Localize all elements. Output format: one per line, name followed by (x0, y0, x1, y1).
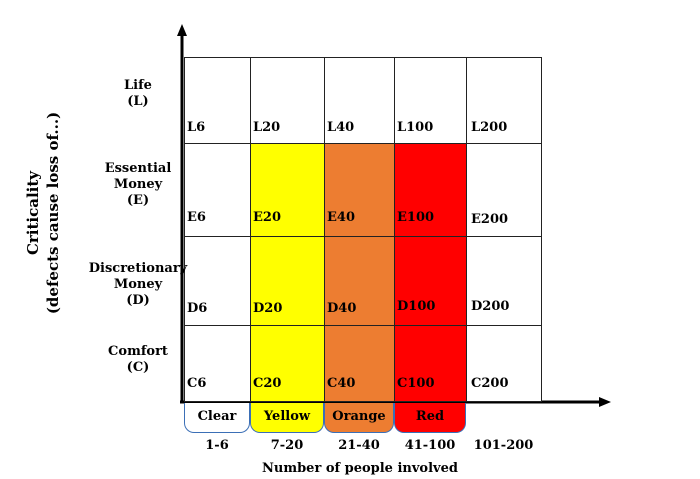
tab-clear: Clear (184, 403, 250, 433)
cell-d6 (184, 236, 251, 326)
cell-label-l200: L200 (471, 120, 508, 135)
range-label: 41-100 (404, 438, 456, 453)
row-label-line: Life (124, 78, 152, 93)
tab-yellow: Yellow (250, 403, 324, 433)
tab-red: Red (394, 403, 466, 433)
cell-d100 (394, 236, 467, 326)
cell-l200 (466, 57, 542, 144)
row-label-essential: Essential Money (E) (68, 161, 208, 209)
cell-label-d200: D200 (471, 299, 510, 314)
row-label-line: (L) (127, 94, 149, 109)
cell-c6 (184, 325, 251, 402)
cell-label-c20: C20 (253, 376, 282, 391)
row-label-line: Comfort (108, 344, 168, 359)
cell-label-e6: E6 (187, 210, 206, 225)
y-axis-title-line2: (defects cause loss of...) (44, 111, 62, 315)
cell-label-c200: C200 (471, 376, 509, 391)
cell-label-d20: D20 (253, 301, 283, 316)
row-label-line: (D) (126, 293, 150, 308)
y-axis-arrowhead (177, 24, 187, 36)
x-axis-arrowhead (599, 397, 611, 407)
x-axis-title: Number of people involved (262, 461, 458, 476)
row-label-line: Money (113, 177, 163, 192)
row-label-line: (C) (126, 360, 150, 375)
range-label: 7-20 (270, 438, 304, 453)
row-label-line: Money (113, 277, 163, 292)
cell-label-d40: D40 (327, 301, 357, 316)
tab-orange: Orange (324, 403, 394, 433)
row-label-line: Discretionary (88, 261, 188, 276)
cell-label-e20: E20 (253, 210, 281, 225)
cell-d40 (324, 236, 395, 326)
cell-l100 (394, 57, 467, 144)
cell-label-c6: C6 (187, 376, 207, 391)
cell-e20 (250, 143, 325, 237)
cell-label-e40: E40 (327, 210, 355, 225)
row-label-line: (E) (126, 193, 150, 208)
cell-e200 (466, 143, 542, 237)
cell-label-l20: L20 (253, 120, 281, 135)
cell-c100 (394, 325, 467, 402)
row-label-comfort: Comfort (C) (68, 344, 208, 376)
cell-c200 (466, 325, 542, 402)
range-label: 1-6 (205, 438, 229, 453)
cell-label-e100: E100 (397, 210, 435, 225)
row-label-discretionary: Discretionary Money (D) (68, 261, 208, 309)
cell-label-c100: C100 (397, 376, 435, 391)
cell-e100 (394, 143, 467, 237)
cell-label-e200: E200 (471, 212, 509, 227)
cell-label-c40: C40 (327, 376, 356, 391)
cell-c20 (250, 325, 325, 402)
cell-label-l100: L100 (397, 120, 434, 135)
cell-d20 (250, 236, 325, 326)
cell-l6 (184, 57, 251, 144)
range-label: 21-40 (338, 438, 380, 453)
cell-label-d6: D6 (187, 301, 208, 316)
row-label-line: Essential (104, 161, 172, 176)
cell-label-l40: L40 (327, 120, 355, 135)
cell-label-d100: D100 (397, 299, 436, 314)
y-axis-title-line1: Criticality (24, 170, 42, 256)
cell-label-l6: L6 (187, 120, 206, 135)
cell-l40 (324, 57, 395, 144)
row-label-life: Life (L) (68, 78, 208, 110)
range-label: 101-200 (473, 438, 534, 453)
